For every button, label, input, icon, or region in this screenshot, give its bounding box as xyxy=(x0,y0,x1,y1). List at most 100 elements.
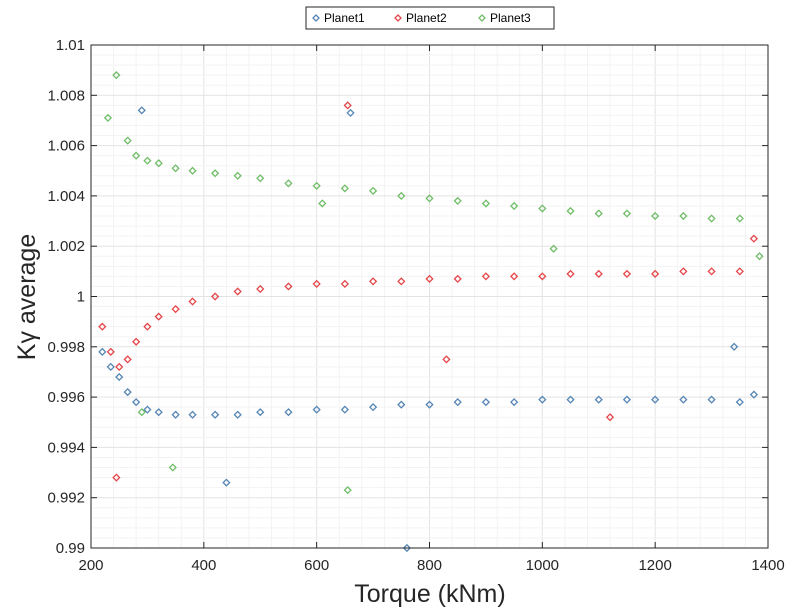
data-point xyxy=(346,108,355,118)
data-point xyxy=(679,267,688,276)
y-tick-label: 0.996 xyxy=(47,389,85,406)
data-point xyxy=(755,252,764,261)
y-tick-label: 1.01 xyxy=(56,37,85,54)
y-tick-label: 0.998 xyxy=(47,339,85,356)
data-point xyxy=(566,395,575,404)
data-point xyxy=(233,287,242,296)
data-point xyxy=(340,279,349,289)
x-tick-label: 800 xyxy=(417,557,442,574)
series-planet1 xyxy=(98,106,759,553)
data-point xyxy=(402,543,412,553)
data-point xyxy=(453,274,462,284)
data-point xyxy=(651,269,660,278)
data-point xyxy=(233,171,242,180)
data-point xyxy=(707,214,716,223)
data-point xyxy=(538,272,547,281)
data-point xyxy=(510,398,519,407)
data-point xyxy=(143,156,152,165)
data-point xyxy=(549,244,558,253)
data-point xyxy=(510,272,519,281)
series-planet3 xyxy=(103,71,764,495)
y-tick-label: 0.994 xyxy=(47,439,85,456)
data-point xyxy=(168,463,177,472)
data-point xyxy=(343,101,352,110)
data-point xyxy=(188,410,197,419)
data-point xyxy=(481,272,491,281)
data-point xyxy=(210,169,220,178)
data-point xyxy=(397,400,406,409)
data-point xyxy=(98,347,107,356)
data-point xyxy=(154,408,163,417)
data-point xyxy=(679,395,688,404)
data-point xyxy=(749,390,759,399)
data-point xyxy=(368,403,378,412)
data-point xyxy=(312,405,321,414)
legend-label: Planet3 xyxy=(490,11,531,25)
data-point xyxy=(123,387,132,397)
data-point xyxy=(605,413,615,422)
data-point xyxy=(622,395,632,404)
data-point xyxy=(566,206,575,216)
data-point xyxy=(622,269,632,278)
data-point xyxy=(679,211,688,221)
x-tick-label: 400 xyxy=(191,557,216,574)
data-point xyxy=(103,113,113,123)
data-point xyxy=(735,267,744,276)
data-point xyxy=(735,214,744,223)
data-point xyxy=(651,395,660,404)
legend-item-planet2: Planet2 xyxy=(394,11,447,25)
data-point xyxy=(707,395,716,404)
data-point xyxy=(749,234,759,243)
data-point xyxy=(284,179,293,188)
legend-label: Planet2 xyxy=(406,11,447,25)
data-point xyxy=(106,362,115,372)
x-tick-label: 1400 xyxy=(751,557,784,574)
data-point xyxy=(730,342,739,351)
data-point xyxy=(256,174,265,183)
data-point xyxy=(256,408,265,417)
data-point xyxy=(143,405,152,414)
data-point xyxy=(735,398,744,407)
data-point xyxy=(312,181,321,190)
data-point xyxy=(143,322,152,331)
x-tick-label: 200 xyxy=(78,557,103,574)
data-point xyxy=(123,136,132,145)
x-tick-label: 1200 xyxy=(638,557,671,574)
data-point xyxy=(112,473,121,482)
y-tick-label: 1.006 xyxy=(47,138,85,155)
y-tick-label: 0.992 xyxy=(47,490,85,507)
data-point xyxy=(566,269,575,278)
data-point xyxy=(425,194,434,203)
data-point xyxy=(132,398,141,407)
y-tick-label: 1 xyxy=(77,289,85,306)
data-point xyxy=(188,166,197,175)
data-point xyxy=(538,395,547,404)
data-point xyxy=(481,199,491,208)
y-tick-label: 1.004 xyxy=(47,188,85,205)
data-point xyxy=(510,201,519,211)
data-point xyxy=(442,355,451,364)
data-point xyxy=(622,209,632,218)
series-planet2 xyxy=(98,101,759,482)
tick-labels: 200 400 600 800 1000 1200 1400 0.99 0.992 0.994 0.… xyxy=(47,37,784,574)
legend-marker xyxy=(478,14,486,22)
grid-lines xyxy=(90,44,769,549)
x-tick-label: 1000 xyxy=(526,557,559,574)
data-point xyxy=(98,322,107,331)
y-tick-label: 1.008 xyxy=(47,87,85,104)
data-point xyxy=(210,410,220,419)
y-axis-label: Kγ average xyxy=(13,234,41,360)
data-point xyxy=(256,284,265,294)
legend-item-planet1: Planet1 xyxy=(312,11,365,25)
data-points xyxy=(98,71,764,553)
data-point xyxy=(112,71,121,80)
data-point xyxy=(284,282,293,291)
data-point xyxy=(368,186,378,195)
legend: Planet1 Planet2 Planet3 xyxy=(305,6,555,30)
axes xyxy=(90,44,769,549)
data-point xyxy=(233,410,242,419)
data-point xyxy=(210,292,220,301)
y-tick-label: 1.002 xyxy=(47,238,85,255)
data-point xyxy=(137,408,146,417)
